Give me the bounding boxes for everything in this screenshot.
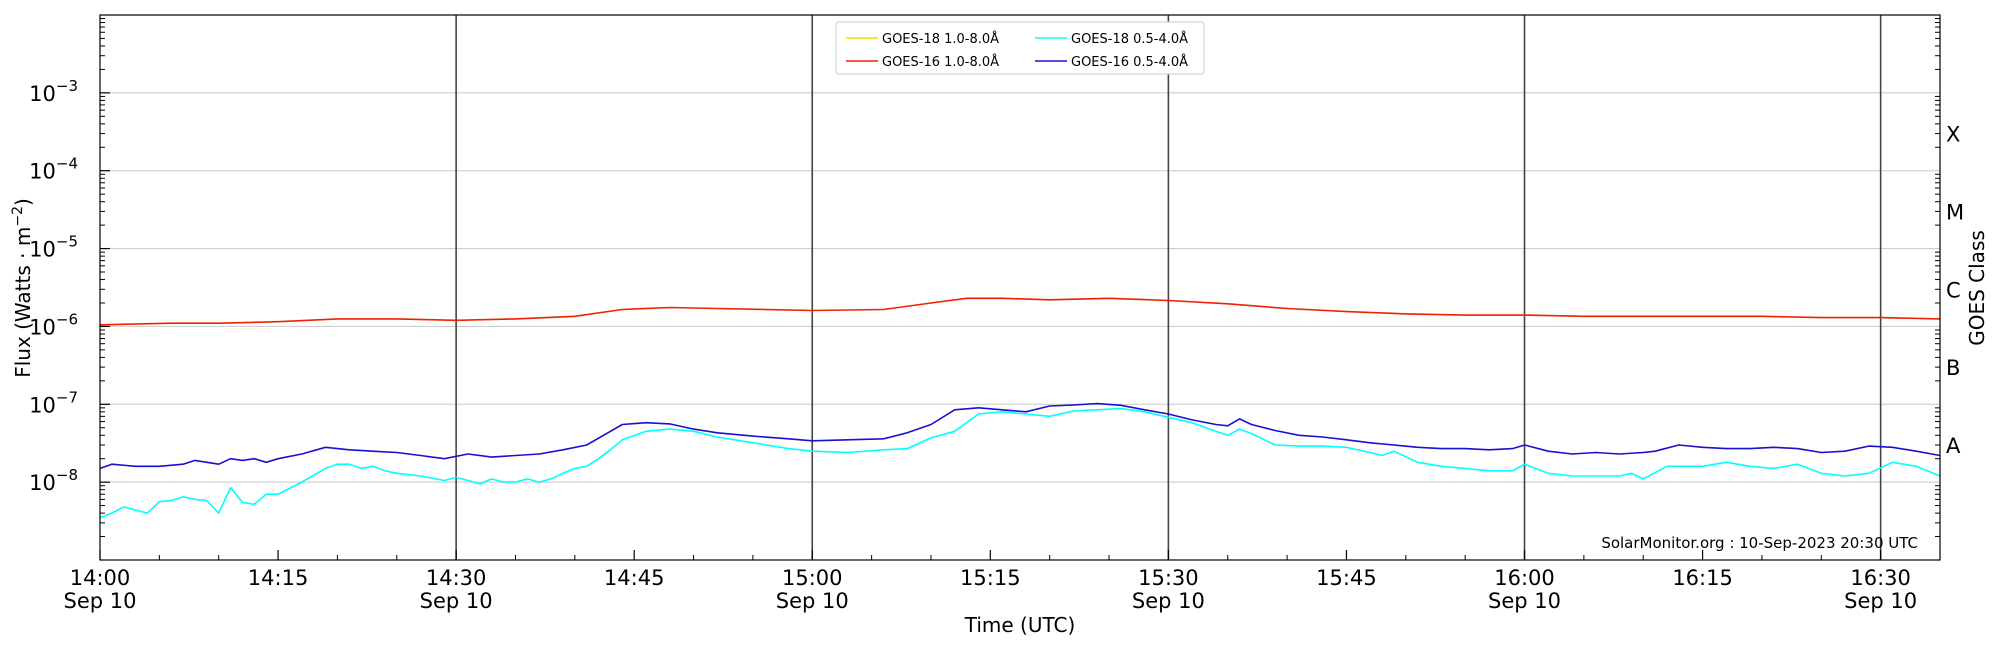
y-tick-exponent: −5 — [56, 233, 78, 251]
y-tick-base: 10 — [29, 471, 56, 495]
y-tick-label: 10−5 — [29, 233, 78, 262]
x-tick-date-label: Sep 10 — [64, 589, 137, 613]
y-axis-ticks: 10−810−710−610−510−410−3 — [29, 18, 1940, 538]
x-tick-label: 15:00 — [782, 566, 843, 590]
y-tick-exponent: −7 — [56, 388, 78, 406]
x-tick-date-label: Sep 10 — [1844, 589, 1917, 613]
y-tick-base: 10 — [29, 315, 56, 339]
legend-label: GOES-18 0.5-4.0Å — [1071, 31, 1188, 47]
y-tick-base: 10 — [29, 160, 56, 184]
y-tick-exponent: −8 — [56, 466, 78, 484]
x-tick-label: 15:15 — [960, 566, 1021, 590]
x-tick-label: 16:00 — [1494, 566, 1555, 590]
x-tick-date-label: Sep 10 — [420, 589, 493, 613]
goes-class-labels: A B C M X — [1946, 123, 1964, 458]
y-tick-base: 10 — [29, 393, 56, 417]
series-line-goes-18-0-5-4-0 — [99, 407, 1941, 519]
x-tick-label: 14:15 — [248, 566, 309, 590]
x-tick-label: 15:30 — [1138, 566, 1199, 590]
y-tick-label: 10−7 — [29, 388, 78, 417]
goes-class-axis-label: GOES Class — [1965, 230, 1989, 346]
x-tick-date-label: Sep 10 — [1132, 589, 1205, 613]
legend-label: GOES-18 1.0-8.0Å — [882, 31, 999, 47]
y-tick-label: 10−6 — [29, 310, 78, 339]
x-tick-label: 16:30 — [1850, 566, 1911, 590]
series-line-goes-16-0-5-4-0 — [99, 402, 1941, 470]
y-tick-label: 10−8 — [29, 466, 78, 495]
y-tick-label: 10−3 — [29, 77, 78, 106]
x-tick-date-label: Sep 10 — [776, 589, 849, 613]
series-layer — [99, 297, 1941, 519]
vertical-marker-lines — [455, 15, 1882, 560]
goes-class-a-label: A — [1946, 434, 1961, 458]
y-tick-base: 10 — [29, 82, 56, 106]
grid-layer — [100, 92, 1940, 483]
credit-text: SolarMonitor.org : 10-Sep-2023 20:30 UTC — [1601, 534, 1918, 552]
legend-items: GOES-18 1.0-8.0Å GOES-18 0.5-4.0Å GOES-16 … — [846, 31, 1188, 70]
x-axis-label: Time (UTC) — [964, 613, 1076, 637]
y-tick-exponent: −4 — [56, 155, 78, 173]
y-tick-base: 10 — [29, 238, 56, 262]
goes-class-c-label: C — [1946, 278, 1961, 302]
y-tick-label: 10−4 — [29, 155, 78, 184]
y-tick-exponent: −3 — [56, 77, 78, 95]
y-axis-label-main: Flux (Watts · m — [11, 227, 35, 378]
legend-box — [835, 21, 1205, 75]
goes-class-m-label: M — [1946, 200, 1964, 224]
goes-class-x-label: X — [1946, 123, 1960, 147]
x-tick-label: 14:45 — [604, 566, 665, 590]
x-tick-date-label: Sep 10 — [1488, 589, 1561, 613]
y-axis-label: Flux (Watts · m−2) — [10, 198, 35, 378]
legend: GOES-18 1.0-8.0Å GOES-18 0.5-4.0Å GOES-16 … — [835, 21, 1205, 75]
goes-class-b-label: B — [1946, 356, 1960, 380]
y-axis-label-close: ) — [11, 198, 35, 206]
x-tick-label: 14:00 — [70, 566, 131, 590]
plot-frame — [99, 14, 1941, 561]
legend-label: GOES-16 1.0-8.0Å — [882, 54, 999, 70]
x-tick-label: 16:15 — [1672, 566, 1733, 590]
series-line-goes-16-1-0-8-0 — [99, 297, 1941, 326]
x-tick-label: 14:30 — [426, 566, 487, 590]
y-axis-label-sup: −2 — [10, 206, 26, 227]
y-tick-exponent: −6 — [56, 310, 78, 328]
x-tick-label: 15:45 — [1316, 566, 1377, 590]
legend-label: GOES-16 0.5-4.0Å — [1071, 54, 1188, 70]
